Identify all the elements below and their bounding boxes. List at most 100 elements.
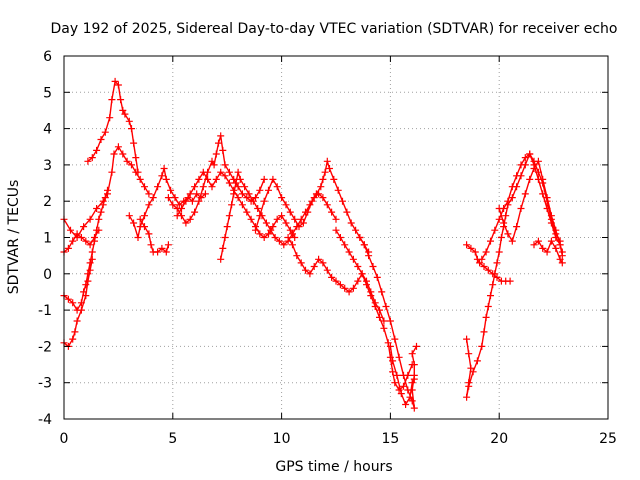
data-point-marker [336,281,344,289]
data-point-marker [225,168,233,176]
data-point-marker [328,273,336,281]
data-point-marker [556,255,564,263]
data-point-marker [389,368,397,376]
data-point-marker [141,223,148,231]
data-point-marker [230,190,238,198]
data-point-marker [508,183,516,191]
data-point-marker [332,215,340,223]
data-point-marker [382,303,390,310]
y-tick-label: 6 [43,49,52,65]
data-point-marker [547,237,555,245]
data-point-marker [410,375,418,383]
data-point-marker [252,194,259,202]
data-point-marker [141,183,148,191]
x-tick-label: 5 [168,431,177,447]
data-point-marker [93,146,101,154]
data-point-marker [552,234,560,241]
data-point-marker [254,205,262,212]
data-point-marker [101,128,109,136]
data-point-marker [101,194,109,202]
data-point-marker [119,150,127,158]
data-point-marker [326,165,333,172]
data-point-marker [162,175,170,183]
data-point-marker [484,266,492,274]
x-tick-label: 0 [60,431,69,447]
data-point-marker [297,215,305,223]
data-point-marker [343,208,351,216]
x-tick-label: 25 [599,431,617,447]
data-point-marker [521,190,529,198]
data-point-marker [534,237,542,245]
data-point-marker [500,219,508,227]
data-point-marker [221,161,229,169]
data-point-marker [191,183,199,191]
data-point-marker [330,175,338,183]
data-point-marker [530,165,538,172]
data-point-marker [299,219,307,227]
y-tick-label: 3 [43,158,52,174]
data-point-marker [208,157,216,165]
data-point-marker [149,194,157,202]
data-point-marker [371,303,379,310]
data-point-marker [77,306,85,314]
data-point-marker [219,244,227,252]
data-point-marker [508,194,516,202]
data-point-marker [221,172,229,180]
data-point-marker [367,292,375,300]
data-point-marker [530,241,538,249]
data-point-marker [304,208,312,216]
data-point-marker [210,161,218,169]
data-point-marker [188,197,196,205]
data-point-marker [201,190,209,198]
data-point-marker [141,212,148,220]
data-point-marker [256,186,264,194]
data-point-marker [328,208,336,216]
grid-lines [64,56,608,419]
data-point-marker [323,157,331,165]
data-point-marker [491,226,499,234]
data-point-marker [502,212,510,220]
data-point-marker [517,161,525,169]
y-tick-label: 0 [43,267,52,283]
data-point-marker [308,197,316,205]
data-point-marker [147,241,155,249]
data-point-marker [80,223,88,231]
series-trace [63,145,150,239]
data-point-marker [552,244,560,252]
data-point-marker [241,183,249,191]
data-point-marker [295,223,303,231]
data-point-marker [204,175,212,183]
data-point-marker [282,201,290,209]
data-point-marker [487,237,494,245]
y-tick-label: 5 [43,85,52,101]
data-point-marker [310,263,318,270]
data-point-marker [217,255,225,263]
data-point-marker [478,342,486,350]
data-point-marker [136,175,144,183]
data-point-marker [360,241,368,249]
data-point-marker [97,136,105,143]
data-point-marker [88,255,96,263]
data-point-marker [365,252,373,260]
data-point-marker [95,215,103,223]
data-point-marker [145,230,153,238]
data-point-marker [408,379,416,387]
data-point-marker [556,241,564,249]
data-point-marker [482,248,490,256]
data-point-marker [217,132,225,140]
data-point-marker [154,248,162,256]
data-point-marker [178,205,185,212]
data-point-marker [175,201,183,209]
data-point-marker [547,219,555,227]
data-point-marker [539,190,547,198]
data-point-marker [86,266,94,274]
data-point-marker [225,179,233,187]
data-point-marker [495,205,503,212]
data-point-marker [373,273,381,281]
data-point-marker [291,234,299,241]
data-point-marker [71,328,79,336]
data-point-marker [493,259,501,267]
data-point-marker [517,205,525,212]
data-point-marker [136,215,144,223]
data-point-marker [73,317,81,325]
